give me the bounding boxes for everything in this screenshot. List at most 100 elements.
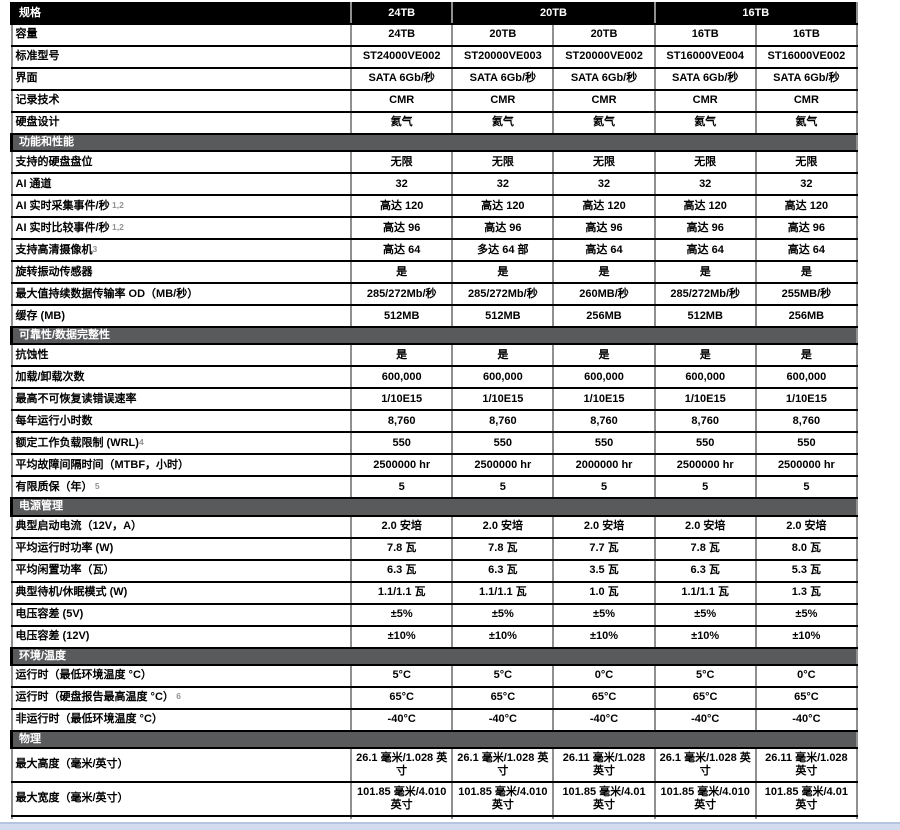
spec-value-cell: 5°C (653, 663, 757, 688)
table-row: 典型启动电流（12V，A） 2.0 安培 2.0 安培 2.0 安培 2.0 安培 2.0… (10, 514, 859, 539)
spec-value-cell: 高达 120 (653, 194, 757, 219)
spec-value-cell: ±10% (754, 624, 859, 649)
spec-value-cell: SATA 6Gb/秒 (350, 67, 454, 91)
spec-row-label: 硬盘设计 (10, 111, 353, 135)
spec-value-cell: 2500000 hr (754, 453, 859, 478)
spec-value-cell: 高达 96 (552, 216, 656, 241)
spec-row-label-text: 最大值持续数据传输率 OD（MB/秒） (15, 287, 199, 300)
spec-value-cell: 550 (754, 431, 859, 456)
spec-row-label: 抗蚀性 (10, 343, 353, 368)
spec-table: 规格 24TB 20TB 16TB 容量 24TB 20TB 20TB 16TB 16TB 标准型号… (10, 2, 859, 819)
spec-value-cell: CMR (653, 89, 757, 113)
spec-row-label: 最大宽度（毫米/英寸） (10, 780, 353, 817)
spec-row-label: 运行时（最低环境温度 °C） (10, 663, 353, 688)
spec-row-label: 最高不可恢复读错误速率 (10, 387, 353, 412)
spec-value-cell: 550 (451, 431, 555, 456)
clipped-cell (10, 814, 353, 819)
spec-row-label-text: 平均故障间隔时间（MTBF，小时） (15, 458, 190, 471)
spec-value-cell: 氦气 (552, 111, 656, 135)
spec-value-cell: 1.1/1.1 瓦 (653, 580, 757, 605)
table-row: 支持高清摄像机3 高达 64 多达 64 部高达 64 高达 64 高达 64 (10, 238, 859, 263)
spec-row-label: 非运行时（最低环境温度 °C） (10, 707, 353, 732)
table-row: 界面 SATA 6Gb/秒 SATA 6Gb/秒 SATA 6Gb/秒 SATA 6Gb… (10, 67, 859, 91)
spec-value-cell: 1/10E15 (754, 387, 859, 412)
spec-row-label-text: 支持的硬盘盘位 (15, 155, 93, 168)
spec-value-cell: 是 (653, 343, 757, 368)
spec-row-label: 典型待机/休眠模式 (W) (10, 580, 353, 605)
spec-value-cell: 101.85 毫米/4.010 英寸 (653, 780, 757, 817)
spec-value-cell: 256MB (552, 304, 656, 329)
table-row: 缓存 (MB) 512MB 512MB 256MB 512MB 256MB (10, 304, 859, 329)
spec-value-cell: 65°C (451, 685, 555, 710)
spec-row-label: 支持高清摄像机3 (10, 238, 353, 263)
spec-value-cell: 8,760 (451, 409, 555, 434)
spec-value-cell: 101.85 毫米/4.010 英寸 (451, 780, 555, 817)
clipped-cell (754, 814, 859, 819)
spec-value-cell: 多达 64 部 (451, 238, 555, 263)
spec-row-label-text: AI 通道 (15, 177, 52, 190)
table-row: 加载/卸载次数 600,000 600,000 600,000 600,000 600,0… (10, 365, 859, 390)
spec-value-cell: 无限 (552, 150, 656, 175)
spec-value-cell: 无限 (653, 150, 757, 175)
spec-row-label-text: 加载/卸载次数 (15, 370, 85, 383)
spec-value-cell: 1.1/1.1 瓦 (451, 580, 555, 605)
spec-value-cell: 32 (552, 172, 656, 197)
spec-value-cell: 高达 120 (350, 194, 454, 219)
spec-value-cell: 无限 (754, 150, 859, 175)
spec-row-label-text: 记录技术 (15, 94, 60, 107)
spec-value-cell: ±10% (350, 624, 454, 649)
table-row: 每年运行小时数 8,760 8,760 8,760 8,760 8,760 (10, 409, 859, 434)
table-row: 平均故障间隔时间（MTBF，小时） 2500000 hr 2500000 hr 200… (10, 453, 859, 478)
spec-row-label-text: 电压容差 (12V) (15, 629, 90, 642)
spec-value-cell: SATA 6Gb/秒 (653, 67, 757, 91)
bottom-highlight-bar (0, 822, 900, 830)
spec-row-label: 平均闲置功率（瓦） (10, 558, 353, 583)
spec-value-cell: 26.1 毫米/1.028 英寸 (653, 746, 757, 783)
spec-value-cell: 285/272Mb/秒 (350, 282, 454, 307)
spec-value-cell: 512MB (451, 304, 555, 329)
spec-value-cell: 高达 64 (552, 238, 656, 263)
table-row: AI 通道 32 32 32 32 32 (10, 172, 859, 197)
spec-value-cell: 是 (350, 343, 454, 368)
table-row: AI 实时采集事件/秒 1,2 高达 120 高达 120 高达 120 高达 120 高… (10, 194, 859, 219)
spec-value-cell: 7.7 瓦 (552, 536, 656, 561)
spec-value-cell: 5 (653, 475, 757, 500)
spec-row-label: 电压容差 (12V) (10, 624, 353, 649)
clipped-cell (451, 814, 555, 819)
spec-value-cell: 高达 120 (552, 194, 656, 219)
footnote-superscript: 3 (92, 243, 98, 254)
spec-row-label: 平均故障间隔时间（MTBF，小时） (10, 453, 353, 478)
spec-row-label-text: 非运行时（最低环境温度 °C） (15, 713, 163, 726)
spec-row-label: 加载/卸载次数 (10, 365, 353, 390)
spec-value-cell: 16TB (653, 23, 757, 47)
spec-value-cell: 2500000 hr (451, 453, 555, 478)
spec-value-cell: 1.3 瓦 (754, 580, 859, 605)
spec-row-label: 典型启动电流（12V，A） (10, 514, 353, 539)
spec-value-cell: 是 (754, 260, 859, 285)
capacity-group-header: 20TB (451, 2, 656, 25)
spec-value-cell: 65°C (653, 685, 757, 710)
spec-value-cell: 5 (451, 475, 555, 500)
spec-value-cell: 高达 96 (350, 216, 454, 241)
clipped-cell (653, 814, 757, 819)
spec-value-cell: ST16000VE002 (754, 45, 859, 69)
table-row: 最高不可恢复读错误速率 1/10E15 1/10E15 1/10E15 1/10E15 1… (10, 387, 859, 412)
spec-value-cell: 5 (552, 475, 656, 500)
spec-row-label-text: 支持高清摄像机 (15, 243, 93, 256)
table-row: 电压容差 (5V) ±5% ±5% ±5% ±5% ±5% (10, 602, 859, 627)
spec-value-cell: CMR (350, 89, 454, 113)
spec-value-cell: CMR (451, 89, 555, 113)
spec-value-cell: -40°C (754, 707, 859, 732)
spec-value-cell: -40°C (552, 707, 656, 732)
spec-value-cell: 32 (350, 172, 454, 197)
spec-value-cell: 氦气 (653, 111, 757, 135)
spec-row-label-text: 缓存 (MB) (15, 309, 66, 322)
spec-value-cell: 高达 64 (350, 238, 454, 263)
table-row: 支持的硬盘盘位 无限 无限 无限 无限 无限 (10, 150, 859, 175)
spec-value-cell: ST16000VE004 (653, 45, 757, 69)
table-row: 最大宽度（毫米/英寸） 101.85 毫米/4.010 英寸 101.85 毫米/4… (10, 780, 859, 817)
spec-value-cell: 600,000 (552, 365, 656, 390)
spec-value-cell: 101.85 毫米/4.010 英寸 (350, 780, 454, 817)
